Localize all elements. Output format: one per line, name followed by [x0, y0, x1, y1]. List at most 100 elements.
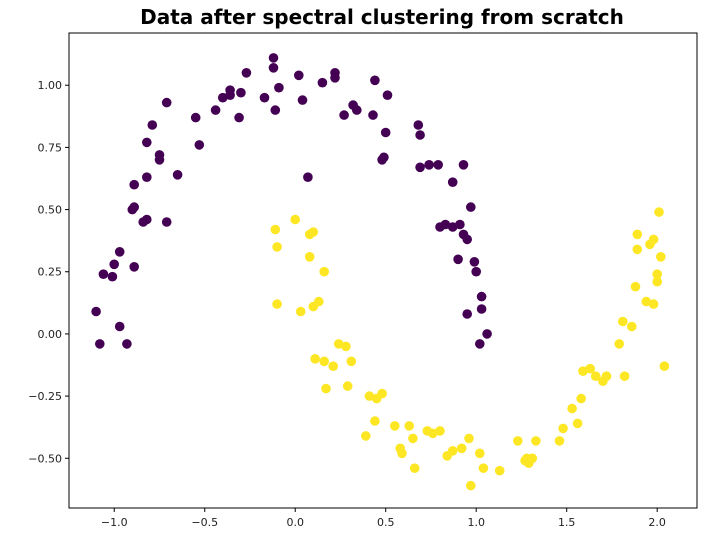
data-point-cluster-1-62: [632, 244, 643, 255]
data-point-cluster-0-52: [415, 130, 425, 140]
data-point-cluster-0-35: [274, 82, 284, 93]
data-point-cluster-0-23: [194, 140, 205, 150]
data-point-cluster-1-60: [627, 321, 637, 332]
y-tick-label-6: 1.00: [38, 79, 63, 92]
data-point-cluster-0-2: [98, 269, 109, 280]
data-point-cluster-1-50: [572, 418, 583, 429]
data-point-cluster-0-16: [147, 120, 158, 130]
data-point-cluster-1-39: [478, 463, 489, 474]
data-point-cluster-1-36: [464, 433, 474, 444]
data-point-cluster-1-38: [475, 448, 485, 459]
data-point-cluster-1-34: [447, 446, 458, 456]
data-point-cluster-1-16: [341, 341, 351, 352]
data-point-cluster-1-26: [397, 448, 407, 459]
data-point-cluster-1-6: [304, 251, 315, 262]
data-point-cluster-1-13: [321, 383, 331, 394]
data-point-cluster-1-72: [659, 361, 670, 372]
x-tick-label-5: 1.5: [558, 516, 576, 529]
x-tick-label-1: −0.5: [191, 516, 218, 529]
data-point-cluster-0-4: [109, 259, 119, 270]
data-point-cluster-0-13: [142, 214, 152, 225]
y-tick-label-2: 0.00: [38, 328, 63, 341]
data-point-cluster-0-3: [107, 271, 118, 282]
data-point-cluster-1-18: [346, 356, 357, 367]
data-point-cluster-0-48: [379, 152, 389, 163]
chart-title: Data after spectral clustering from scra…: [140, 5, 624, 29]
data-point-cluster-0-60: [453, 254, 463, 265]
data-point-cluster-1-12: [319, 356, 330, 367]
y-axis: −0.50 −0.25 0.00 0.25 0.50 0.75 1.00: [28, 79, 69, 465]
data-point-cluster-1-67: [648, 234, 659, 245]
data-point-cluster-0-51: [413, 120, 424, 130]
data-point-cluster-0-18: [154, 150, 165, 160]
data-point-cluster-0-19: [161, 217, 172, 227]
data-point-cluster-1-15: [333, 339, 344, 349]
data-point-cluster-1-27: [404, 421, 415, 431]
data-point-cluster-1-56: [601, 371, 612, 382]
data-point-cluster-0-45: [368, 110, 378, 120]
data-point-cluster-0-24: [210, 105, 221, 115]
data-point-cluster-0-11: [129, 179, 139, 190]
data-point-cluster-0-5: [114, 321, 125, 332]
x-tick-label-6: 2.0: [648, 516, 666, 529]
data-point-cluster-1-2: [272, 299, 282, 309]
data-point-cluster-0-44: [352, 105, 362, 115]
y-tick-label-0: −0.50: [28, 452, 62, 465]
data-point-cluster-1-68: [652, 269, 662, 280]
data-point-cluster-0-15: [142, 137, 152, 148]
data-point-cluster-1-71: [656, 251, 666, 262]
y-tick-label-1: −0.25: [28, 390, 62, 403]
data-point-cluster-1-14: [328, 361, 339, 372]
data-point-cluster-0-6: [114, 247, 125, 257]
data-point-cluster-1-11: [319, 266, 330, 277]
points-layer: [91, 53, 670, 491]
data-point-cluster-1-35: [456, 443, 467, 454]
data-point-cluster-0-37: [297, 95, 308, 105]
data-point-cluster-0-69: [475, 339, 485, 349]
data-point-cluster-0-1: [95, 339, 105, 349]
data-point-cluster-1-66: [648, 299, 659, 309]
data-point-cluster-0-39: [317, 77, 328, 88]
data-point-cluster-0-38: [303, 172, 313, 182]
data-point-cluster-0-70: [476, 291, 487, 302]
data-point-cluster-1-17: [342, 381, 353, 391]
data-point-cluster-1-29: [409, 463, 420, 474]
x-tick-label-2: 0.0: [286, 516, 304, 529]
data-point-cluster-0-64: [458, 160, 469, 170]
data-point-cluster-0-31: [259, 92, 270, 103]
data-point-cluster-0-25: [218, 92, 228, 103]
data-point-cluster-1-40: [494, 465, 505, 476]
data-point-cluster-1-10: [314, 296, 324, 307]
data-point-cluster-1-61: [630, 281, 641, 292]
data-point-cluster-0-10: [129, 202, 139, 212]
data-point-cluster-1-23: [377, 388, 387, 399]
data-point-cluster-0-66: [466, 202, 476, 212]
data-point-cluster-0-20: [161, 97, 172, 108]
data-point-cluster-1-19: [361, 431, 371, 441]
data-point-cluster-1-52: [578, 366, 588, 377]
data-point-cluster-0-57: [440, 219, 451, 230]
data-point-cluster-0-67: [469, 257, 480, 267]
data-point-cluster-1-7: [308, 227, 319, 237]
data-point-cluster-0-46: [370, 75, 380, 86]
data-point-cluster-1-48: [558, 423, 568, 434]
data-point-cluster-1-45: [527, 453, 538, 464]
x-tick-label-4: 1.0: [467, 516, 485, 529]
data-point-cluster-0-14: [142, 172, 152, 182]
data-point-cluster-1-37: [466, 480, 476, 491]
data-point-cluster-1-58: [618, 316, 628, 327]
data-point-cluster-0-33: [268, 63, 279, 73]
data-point-cluster-1-28: [408, 433, 418, 444]
data-point-cluster-1-70: [654, 207, 664, 217]
data-point-cluster-0-71: [476, 304, 487, 314]
data-point-cluster-1-9: [310, 354, 320, 364]
data-point-cluster-0-41: [330, 73, 340, 83]
data-point-cluster-1-59: [619, 371, 630, 382]
data-point-cluster-1-69: [652, 276, 662, 287]
data-point-cluster-0-34: [270, 105, 281, 115]
y-tick-label-5: 0.75: [38, 141, 63, 154]
data-point-cluster-1-24: [390, 421, 400, 431]
data-point-cluster-1-32: [435, 426, 445, 436]
data-point-cluster-1-41: [513, 436, 523, 446]
data-point-cluster-0-7: [122, 339, 132, 349]
